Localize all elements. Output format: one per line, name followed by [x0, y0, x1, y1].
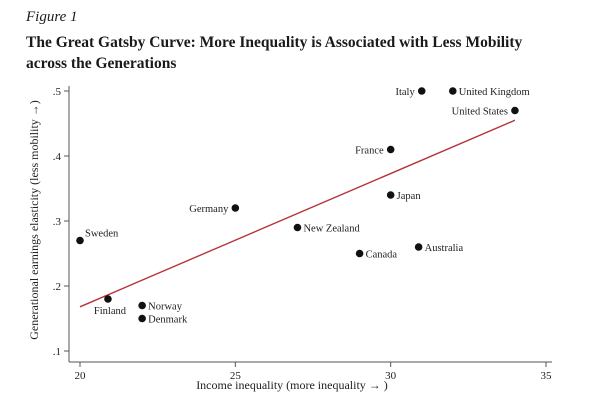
figure-label: Figure 1 — [26, 9, 78, 25]
point-label-canada: Canada — [366, 250, 398, 261]
point-label-finland: Finland — [94, 306, 127, 317]
point-united-states — [511, 106, 519, 115]
y-axis-label: Generational earnings elasticity (less m… — [27, 100, 41, 340]
point-united-kingdom — [449, 87, 457, 95]
axes: .1 .2 .3 .4 .5 20 25 30 35 — [53, 86, 552, 382]
x-tick-label: 20 — [75, 370, 87, 382]
y-tick-label: .3 — [53, 216, 62, 228]
fit-line-group — [79, 119, 516, 308]
point-label-italy: Italy — [395, 87, 415, 98]
point-new-zealand — [293, 223, 302, 232]
point-label-japan: Japan — [397, 191, 422, 202]
point-label-united-kingdom: United Kingdom — [459, 87, 530, 98]
figure-title: The Great Gatsby Curve: More Inequality … — [26, 34, 523, 72]
point-sweden — [76, 236, 84, 245]
point-label-sweden: Sweden — [85, 229, 119, 240]
point-label-france: France — [355, 146, 384, 157]
point-label-united-states: United States — [452, 107, 508, 118]
x-tick-label: 25 — [230, 370, 242, 382]
fit-line — [79, 119, 516, 308]
x-tick-label: 35 — [541, 370, 553, 382]
point-denmark — [138, 314, 146, 323]
point-label-germany: Germany — [189, 204, 229, 215]
point-norway — [138, 301, 146, 310]
point-germany — [231, 204, 240, 212]
x-tick-label: 30 — [385, 370, 397, 382]
point-japan — [386, 191, 395, 199]
point-canada — [355, 249, 364, 258]
x-axis-label: Income inequality (more inequality → ) — [196, 378, 388, 392]
y-tick-label: .1 — [53, 346, 61, 358]
point-label-norway: Norway — [148, 302, 183, 313]
point-italy — [417, 87, 426, 95]
y-tick-label: .2 — [53, 281, 61, 293]
point-label-new-zealand: New Zealand — [303, 224, 360, 235]
y-tick-label: .4 — [53, 151, 62, 163]
point-label-denmark: Denmark — [148, 315, 188, 326]
point-finland — [104, 295, 112, 303]
y-tick-label: .5 — [53, 86, 62, 98]
point-australia — [414, 243, 423, 251]
point-label-australia: Australia — [425, 243, 464, 254]
point-france — [386, 145, 395, 154]
points-group: Italy United Kingdom United States France Ja… — [76, 87, 530, 326]
